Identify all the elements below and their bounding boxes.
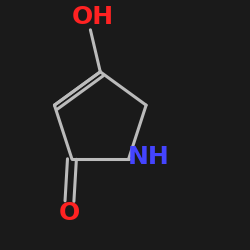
Text: OH: OH: [72, 6, 114, 30]
Text: NH: NH: [128, 144, 169, 169]
Text: O: O: [59, 202, 80, 226]
